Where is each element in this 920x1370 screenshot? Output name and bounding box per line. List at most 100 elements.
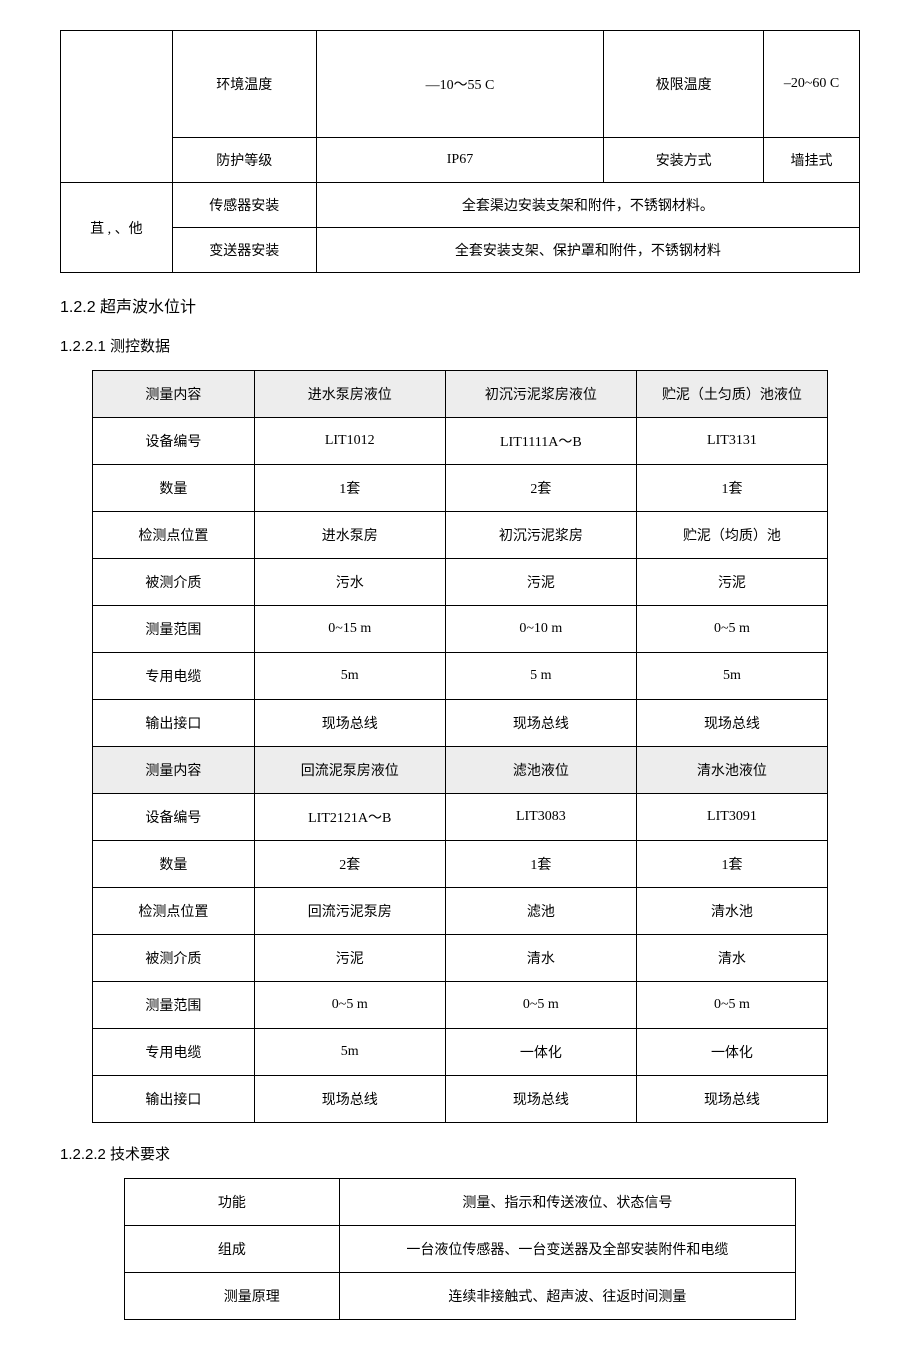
- row-label: 功能: [125, 1179, 340, 1226]
- cell: 现场总线: [636, 1076, 827, 1123]
- cell: 清水: [636, 935, 827, 982]
- cell: 0~5 m: [445, 982, 636, 1029]
- cell: 5m: [254, 653, 445, 700]
- header-cell: 测量内容: [93, 371, 255, 418]
- row-label: 输出接口: [93, 1076, 255, 1123]
- cell: 滤池: [445, 888, 636, 935]
- cell-value: 墙挂式: [764, 138, 860, 183]
- table-row: 专用电缆5m一体化一体化: [93, 1029, 828, 1076]
- section-heading-122: 1.2.2 超声波水位计: [60, 293, 860, 317]
- cell-empty: [61, 31, 173, 183]
- cell: 现场总线: [445, 1076, 636, 1123]
- cell-group: 苴 , 、他: [61, 183, 173, 273]
- cell: 污泥: [254, 935, 445, 982]
- row-label: 组成: [125, 1226, 340, 1273]
- table-row: 环境温度 —10～55 C 极限温度 –20~60 C: [61, 31, 860, 138]
- table-header-row: 测量内容 进水泵房液位 初沉污泥浆房液位 贮泥（土匀质）池液位: [93, 371, 828, 418]
- cell: LIT1012: [254, 418, 445, 465]
- cell: 清水: [445, 935, 636, 982]
- table-row: 设备编号LIT1012LIT1111A～BLIT3131: [93, 418, 828, 465]
- cell: 清水池: [636, 888, 827, 935]
- cell: 现场总线: [636, 700, 827, 747]
- table-row: 专用电缆5m5 m5m: [93, 653, 828, 700]
- cell: 0~5 m: [636, 606, 827, 653]
- cell: 污泥: [445, 559, 636, 606]
- row-label: 设备编号: [93, 794, 255, 841]
- header-cell: 清水池液位: [636, 747, 827, 794]
- cell: 2套: [445, 465, 636, 512]
- cell: 一体化: [636, 1029, 827, 1076]
- header-cell: 滤池液位: [445, 747, 636, 794]
- cell: 0~5 m: [254, 982, 445, 1029]
- cell: 一体化: [445, 1029, 636, 1076]
- row-label: 数量: [93, 841, 255, 888]
- table-row: 检测点位置回流污泥泵房滤池清水池: [93, 888, 828, 935]
- cell: 5m: [254, 1029, 445, 1076]
- cell: 污泥: [636, 559, 827, 606]
- spec-table-top: 环境温度 —10～55 C 极限温度 –20~60 C 防护等级 IP67 安装…: [60, 30, 860, 273]
- table-row: 设备编号LIT2121A～BLIT3083LIT3091: [93, 794, 828, 841]
- row-label: 数量: [93, 465, 255, 512]
- tech-req-table: 功能 测量、指示和传送液位、状态信号 组成 一台液位传感器、一台变送器及全部安装…: [124, 1178, 796, 1320]
- cell: LIT3091: [636, 794, 827, 841]
- header-cell: 测量内容: [93, 747, 255, 794]
- cell-value: 全套安装支架、保护罩和附件，不锈钢材料: [316, 228, 859, 273]
- table-row: 测量范围0~5 m0~5 m0~5 m: [93, 982, 828, 1029]
- header-cell: 初沉污泥浆房液位: [445, 371, 636, 418]
- cell: 初沉污泥浆房: [445, 512, 636, 559]
- cell: 回流污泥泵房: [254, 888, 445, 935]
- cell: 污水: [254, 559, 445, 606]
- cell: 测量、指示和传送液位、状态信号: [339, 1179, 795, 1226]
- table-row: 苴 , 、他 传感器安装 全套渠边安装支架和附件，不锈钢材料。: [61, 183, 860, 228]
- cell: 2套: [254, 841, 445, 888]
- row-label: 被测介质: [93, 559, 255, 606]
- cell: 0~5 m: [636, 982, 827, 1029]
- table-row: 检测点位置进水泵房初沉污泥浆房贮泥（均质）池: [93, 512, 828, 559]
- cell: 现场总线: [445, 700, 636, 747]
- row-label: 专用电缆: [93, 1029, 255, 1076]
- cell-value: IP67: [316, 138, 604, 183]
- table-row: 被测介质污泥清水清水: [93, 935, 828, 982]
- cell: 连续非接触式、超声波、往返时间测量: [339, 1273, 795, 1320]
- table-row: 组成 一台液位传感器、一台变送器及全部安装附件和电缆: [125, 1226, 796, 1273]
- header-cell: 进水泵房液位: [254, 371, 445, 418]
- table-row: 测量范围0~15 m0~10 m0~5 m: [93, 606, 828, 653]
- table-row: 输出接口现场总线现场总线现场总线: [93, 700, 828, 747]
- cell: 0~10 m: [445, 606, 636, 653]
- cell: 现场总线: [254, 1076, 445, 1123]
- cell: LIT3131: [636, 418, 827, 465]
- cell-value: —10～55 C: [316, 31, 604, 138]
- cell-label: 极限温度: [604, 31, 764, 138]
- row-label: 检测点位置: [93, 888, 255, 935]
- table-row: 被测介质污水污泥污泥: [93, 559, 828, 606]
- table-row: 测量原理 连续非接触式、超声波、往返时间测量: [125, 1273, 796, 1320]
- cell: 1套: [254, 465, 445, 512]
- cell-label: 变送器安装: [172, 228, 316, 273]
- cell-label: 传感器安装: [172, 183, 316, 228]
- cell: 0~15 m: [254, 606, 445, 653]
- cell: 现场总线: [254, 700, 445, 747]
- row-label: 检测点位置: [93, 512, 255, 559]
- row-label: 测量范围: [93, 982, 255, 1029]
- cell-label: 防护等级: [172, 138, 316, 183]
- cell-empty: [125, 1273, 165, 1320]
- cell: 1套: [445, 841, 636, 888]
- cell: 5 m: [445, 653, 636, 700]
- cell: LIT3083: [445, 794, 636, 841]
- table-header-row: 测量内容 回流泥泵房液位 滤池液位 清水池液位: [93, 747, 828, 794]
- measurement-data-table: 测量内容 进水泵房液位 初沉污泥浆房液位 贮泥（土匀质）池液位 设备编号LIT1…: [92, 370, 828, 1123]
- cell: 1套: [636, 841, 827, 888]
- cell: 一台液位传感器、一台变送器及全部安装附件和电缆: [339, 1226, 795, 1273]
- row-label: 专用电缆: [93, 653, 255, 700]
- row-label: 被测介质: [93, 935, 255, 982]
- row-label: 输出接口: [93, 700, 255, 747]
- table-row: 功能 测量、指示和传送液位、状态信号: [125, 1179, 796, 1226]
- row-label: 设备编号: [93, 418, 255, 465]
- header-cell: 贮泥（土匀质）池液位: [636, 371, 827, 418]
- cell: 5m: [636, 653, 827, 700]
- cell: 贮泥（均质）池: [636, 512, 827, 559]
- cell-label: 安装方式: [604, 138, 764, 183]
- row-label: 测量范围: [93, 606, 255, 653]
- table-row: 防护等级 IP67 安装方式 墙挂式: [61, 138, 860, 183]
- table-row: 变送器安装 全套安装支架、保护罩和附件，不锈钢材料: [61, 228, 860, 273]
